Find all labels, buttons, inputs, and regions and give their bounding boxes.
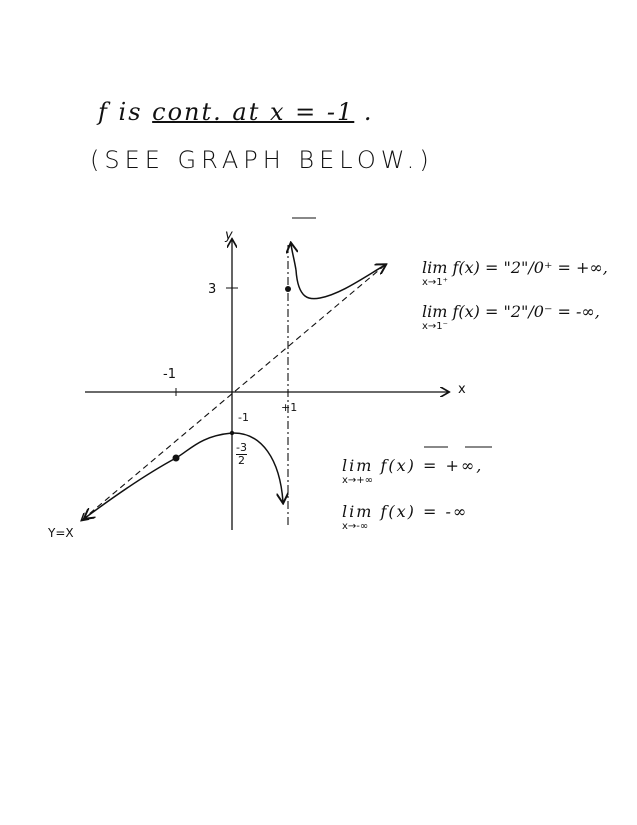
right-branch-curve — [295, 265, 385, 300]
statement-suffix: . — [363, 98, 374, 126]
asymptote-label: Y=X — [48, 526, 74, 540]
fraction-denominator: 2 — [237, 454, 245, 467]
oblique-asymptote-y-equals-x — [82, 264, 386, 520]
right-branch-top — [291, 244, 296, 271]
limit-subscript: x→+∞ — [342, 475, 374, 486]
limit-plus-infinity: lim f(x) = +∞, x→+∞ — [342, 456, 483, 486]
point-neg1-neg3-2 — [172, 454, 180, 462]
tick-label-y-neg3-2: -3 2 — [236, 442, 247, 467]
limit-expression: lim f(x) = "2"/0⁺ = +∞, — [422, 258, 608, 277]
middle-branch-curve — [231, 432, 283, 502]
limit-expression: lim f(x) = +∞, — [342, 456, 484, 475]
limit-subscript: x→1⁺ — [422, 277, 448, 288]
limit-subscript: x→1⁻ — [422, 321, 448, 332]
continuity-statement: f is cont. at x = -1 . — [98, 98, 374, 126]
x-axis-label: x — [458, 382, 466, 397]
point-0-neg1 — [229, 430, 235, 436]
limit-expression: lim f(x) = "2"/0⁻ = -∞, — [422, 302, 600, 321]
limit-expression: lim f(x) = -∞ — [342, 502, 469, 521]
fraction-numerator: -3 — [236, 441, 247, 455]
tick-label-x-neg1: -1 — [163, 367, 176, 382]
limit-subscript: x→-∞ — [342, 521, 369, 532]
limit-right-plus: lim f(x) = "2"/0⁺ = +∞, x→1⁺ — [422, 258, 608, 288]
y-axis-label: y — [225, 228, 233, 243]
left-branch-curve — [85, 432, 233, 518]
tick-label-y-3: 3 — [208, 282, 217, 297]
tick-label-y-neg1: -1 — [238, 411, 249, 424]
statement-prefix: f is — [98, 98, 143, 126]
limit-minus-infinity: lim f(x) = -∞ x→-∞ — [342, 502, 468, 532]
tick-label-x-pos1: +1 — [281, 401, 298, 414]
see-graph-note: (SEE GRAPH BELOW.) — [90, 146, 434, 174]
statement-underlined: cont. at x = -1 — [152, 98, 355, 126]
point-1-3 — [285, 286, 291, 292]
limit-right-minus: lim f(x) = "2"/0⁻ = -∞, x→1⁻ — [422, 302, 600, 332]
